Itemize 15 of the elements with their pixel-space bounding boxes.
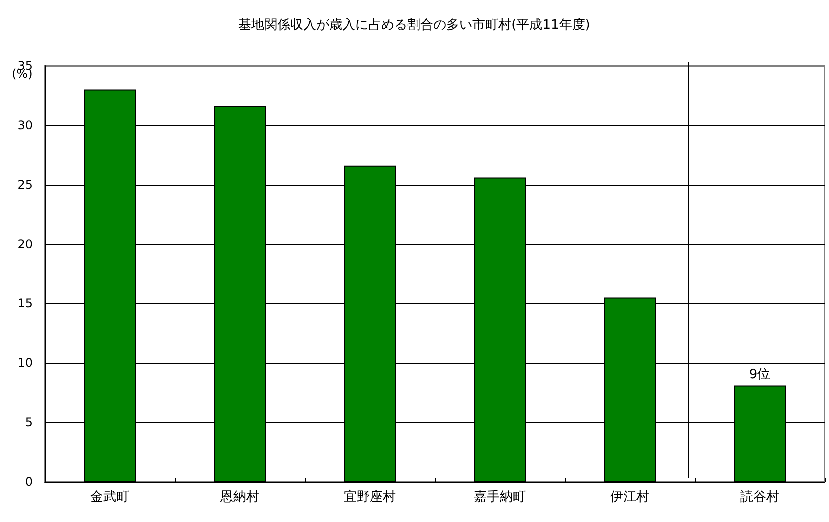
- y-tick-label: 10: [18, 356, 33, 370]
- x-tick-label: 嘉手納町: [474, 490, 526, 505]
- x-tick-label: 金武町: [90, 490, 130, 505]
- y-tick-label: 0: [25, 475, 33, 489]
- y-tick-label: 5: [25, 416, 33, 430]
- x-tick-label: 読谷村: [740, 490, 780, 505]
- y-tick-label: 20: [18, 237, 33, 252]
- y-tick-label: 15: [18, 296, 33, 311]
- chart-title: 基地関係収入が歳入に占める割合の多い市町村(平成11年度): [238, 17, 590, 33]
- x-tick-label: 伊江村: [610, 490, 650, 505]
- y-tick-label: 30: [18, 118, 33, 132]
- annotation: 9位: [749, 368, 771, 383]
- x-tick-label: 恩納村: [220, 490, 260, 505]
- x-tick-label: 宜野座村: [344, 489, 396, 505]
- y-tick-label: 25: [18, 178, 33, 192]
